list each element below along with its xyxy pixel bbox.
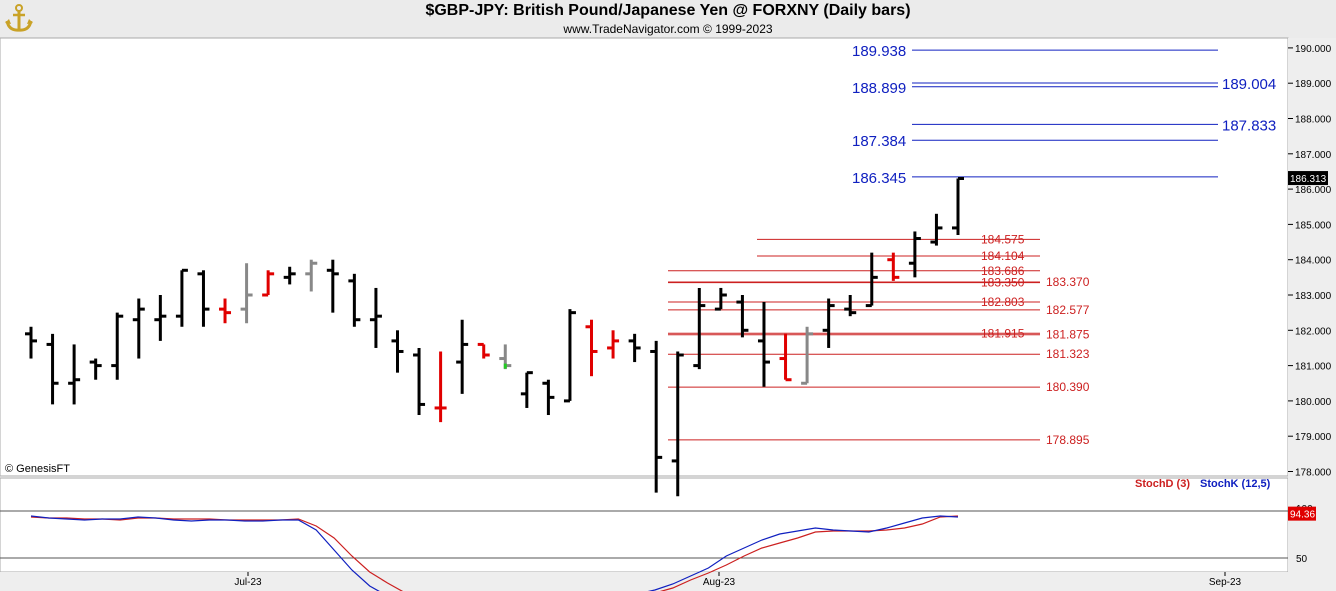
stoch-last-label: 94.36 — [1290, 510, 1315, 521]
price-tick-label: 187.000 — [1295, 150, 1332, 161]
price-tick-label: 186.000 — [1295, 185, 1332, 196]
stoch-last-box — [1288, 506, 1316, 521]
fib-lower-label: 178.895 — [1046, 433, 1090, 447]
ohlc-bar — [757, 302, 770, 387]
ohlc-bar — [25, 326, 37, 359]
ohlc-bar — [326, 259, 339, 313]
ohlc-bar — [585, 319, 598, 377]
fib-upper-label: 187.833 — [1222, 117, 1276, 134]
ohlc-bar — [477, 342, 490, 359]
price-tick-label: 180.000 — [1295, 397, 1332, 408]
fib-lower-label: 182.577 — [1046, 303, 1090, 317]
ohlc-bar — [89, 358, 102, 380]
watermark: © GenesisFT — [5, 463, 70, 475]
ohlc-bar — [908, 231, 921, 278]
ohlc-bar — [930, 213, 943, 246]
stoch-d-line — [30, 515, 959, 591]
ohlc-bar — [219, 298, 232, 324]
ohlc-bar — [693, 287, 706, 370]
stoch-tick-label: 50 — [1296, 554, 1308, 565]
ohlc-bar — [197, 270, 210, 327]
fib-upper-label: 187.384 — [852, 133, 906, 150]
price-tick-label: 183.000 — [1295, 291, 1332, 302]
ohlc-bar — [46, 333, 59, 405]
fib-lower-label: 181.915 — [981, 326, 1025, 340]
price-tick-label: 189.000 — [1295, 79, 1332, 90]
fib-lower-label: 183.350 — [981, 276, 1025, 290]
ohlc-bar — [542, 379, 555, 416]
ohlc-bar — [305, 259, 318, 292]
time-tick-label: Sep-23 — [1209, 577, 1242, 588]
ohlc-bar — [844, 295, 857, 317]
ohlc-bar — [628, 333, 641, 363]
ohlc-bar — [175, 268, 188, 327]
ohlc-bar — [801, 326, 814, 385]
last-price-box — [1288, 171, 1328, 186]
ohlc-bar — [952, 177, 964, 235]
ohlc-bar — [887, 252, 900, 281]
ohlc-bar — [68, 344, 81, 405]
ohlc-bar — [456, 319, 469, 394]
ohlc-bar — [132, 298, 145, 359]
ohlc-bar — [434, 351, 447, 423]
ohlc-bar — [154, 295, 167, 341]
fib-lower-label: 184.575 — [981, 232, 1025, 246]
time-axis — [0, 572, 1288, 591]
chart-subtitle: www.TradeNavigator.com © 1999-2023 — [563, 22, 773, 36]
ohlc-bar — [262, 270, 275, 297]
ohlc-bar — [283, 266, 296, 285]
fib-lower-label: 181.323 — [1046, 347, 1090, 361]
time-tick-label: Aug-23 — [703, 577, 736, 588]
price-panel — [0, 37, 1289, 477]
ohlc-bar — [369, 287, 382, 348]
stoch-k-line — [30, 515, 959, 591]
price-tick-label: 181.000 — [1295, 362, 1332, 373]
price-tick-label: 179.000 — [1295, 432, 1332, 443]
price-tick-label: 182.000 — [1295, 326, 1332, 337]
ohlc-bar — [607, 330, 620, 359]
fib-lower-label: 182.803 — [981, 295, 1025, 309]
fib-upper-label: 186.345 — [852, 170, 906, 187]
ohlc-bar — [520, 371, 533, 408]
ohlc-bar — [563, 309, 576, 403]
ohlc-bar — [671, 351, 684, 497]
up-flag-mark — [503, 363, 507, 369]
fib-lower-label: 181.875 — [1046, 328, 1090, 342]
ohlc-bar — [413, 347, 426, 416]
fib-upper-label: 188.899 — [852, 80, 906, 97]
fib-lower-label: 183.370 — [1046, 275, 1090, 289]
chart-header — [0, 0, 1336, 38]
ohlc-bar — [650, 340, 663, 493]
price-axis — [1288, 38, 1336, 591]
ohlc-bar — [822, 298, 835, 348]
ohlc-bar — [348, 273, 361, 327]
time-tick-label: Jul-23 — [234, 577, 262, 588]
fib-lower-label: 184.104 — [981, 249, 1025, 263]
price-tick-label: 184.000 — [1295, 256, 1332, 267]
ohlc-bar — [736, 295, 749, 338]
ohlc-bar — [240, 263, 253, 324]
ohlc-bar — [391, 330, 404, 373]
last-price-label: 186.313 — [1290, 174, 1327, 185]
price-tick-label: 185.000 — [1295, 220, 1332, 231]
fib-upper-label: 189.004 — [1222, 76, 1276, 93]
fib-upper-label: 189.938 — [852, 43, 906, 60]
fib-lower-label: 183.686 — [981, 264, 1025, 278]
price-tick-label: 190.000 — [1295, 44, 1332, 55]
stoch-k-legend: StochK (12,5) — [1200, 478, 1271, 490]
price-tick-label: 178.000 — [1295, 468, 1332, 479]
stoch-d-legend: StochD (3) — [1135, 478, 1190, 490]
chart-title: $GBP-JPY: British Pound/Japanese Yen @ F… — [425, 2, 911, 19]
ohlc-bar — [865, 252, 878, 308]
fib-lower-label: 180.390 — [1046, 380, 1090, 394]
ohlc-bar — [714, 287, 727, 311]
ohlc-bar — [779, 333, 792, 382]
price-tick-label: 188.000 — [1295, 115, 1332, 126]
ohlc-bar — [111, 312, 124, 380]
anchor-logo-icon — [5, 4, 33, 32]
